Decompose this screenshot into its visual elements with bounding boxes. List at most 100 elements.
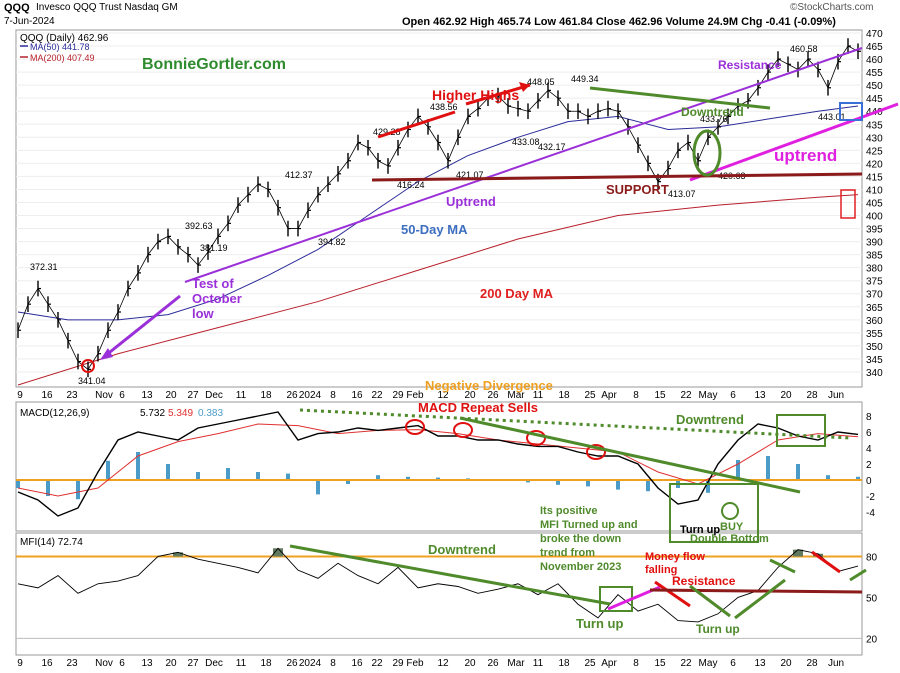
x-tick-label-mid: 2024	[299, 390, 322, 401]
price-tick-label: 395	[866, 225, 883, 236]
october-low-circle	[81, 359, 95, 373]
higher-highs-arrow-1	[377, 110, 456, 139]
money-flow-label: falling	[645, 564, 677, 576]
macd-histogram-bar	[226, 468, 230, 480]
price-data-label: 433.08	[512, 137, 540, 147]
chart-date: 7-Jun-2024	[4, 16, 55, 27]
uptrend-label: Uptrend	[446, 194, 496, 209]
test-october-label: Test of	[192, 276, 234, 291]
x-tick-label-mid: 13	[754, 390, 766, 401]
macd-tick-label: 4	[866, 444, 872, 455]
price-data-label: 392.63	[185, 221, 213, 231]
price-tick-label: 445	[866, 94, 883, 105]
x-tick-label-mid: 20	[464, 390, 476, 401]
macd-panel: -4 -2 0 2 4 6 8	[15, 401, 875, 532]
x-tick-label-bottom: Dec	[205, 658, 223, 669]
ma200-value-box	[840, 189, 856, 219]
macd-tick-label: -4	[866, 508, 875, 519]
x-tick-label-bottom: 20	[165, 658, 177, 669]
x-tick-label-bottom: Feb	[406, 658, 424, 669]
x-tick-label-mid: Mar	[507, 390, 525, 401]
x-tick-label-mid: Feb	[406, 390, 424, 401]
uptrend-channel-line	[184, 47, 863, 283]
legend-price: QQQ (Daily) 462.96	[20, 33, 109, 44]
x-tick-label-mid: 20	[165, 390, 177, 401]
macd-histogram-bar	[106, 460, 110, 480]
x-tick-label-mid: 25	[584, 390, 596, 401]
x-tick-label-bottom: 8	[633, 658, 639, 669]
macd-histogram-bar	[256, 472, 260, 480]
price-tick-label: 465	[866, 42, 883, 53]
macd-histogram-bar	[196, 472, 200, 480]
ma50-line	[17, 105, 859, 321]
x-tick-label-mid: 28	[806, 390, 818, 401]
x-tick-label-bottom: Nov	[95, 658, 113, 669]
price-tick-label: 365	[866, 303, 883, 314]
price-tick-label: 350	[866, 342, 883, 353]
x-tick-label-bottom: 15	[654, 658, 666, 669]
mfi-tick-label: 50	[866, 593, 878, 604]
x-tick-label-mid: Apr	[601, 390, 617, 401]
macd-histogram-bar	[586, 480, 590, 487]
price-data-label: 416.24	[397, 180, 425, 190]
x-tick-label-mid: Jun	[828, 390, 844, 401]
price-tick-label: 470	[866, 29, 883, 40]
legend-mfi: MFI(14) 72.74	[20, 537, 83, 548]
macd-downtrend-line	[459, 416, 801, 494]
x-tick-label-bottom: 20	[464, 658, 476, 669]
x-tick-label-bottom: 20	[780, 658, 792, 669]
price-data-label: 433.76	[700, 114, 728, 124]
test-october-label: October	[192, 291, 242, 306]
x-tick-label-mid: 26	[487, 390, 499, 401]
stockcharts-brand: ©StockCharts.com	[790, 2, 874, 13]
price-tick-label: 460	[866, 55, 883, 66]
price-tick-label: 345	[866, 355, 883, 366]
x-tick-label-mid: 11	[236, 390, 247, 401]
price-downtrend-line	[589, 86, 771, 110]
x-tick-label-bottom: May	[699, 658, 718, 669]
price-tick-label: 380	[866, 264, 883, 275]
macd-histogram-bar	[136, 452, 140, 480]
macd-histogram-bar	[616, 480, 620, 490]
x-tick-label-mid: 20	[780, 390, 792, 401]
x-tick-label-mid: 6	[730, 390, 736, 401]
macd-histogram-bar	[76, 480, 80, 500]
price-data-label: 460.58	[790, 44, 818, 54]
test-october-label: low	[192, 306, 215, 321]
x-tick-label-mid: Nov	[95, 390, 113, 401]
mfi-turn-up-label-2: Turn up	[696, 622, 740, 636]
mfi-tick-label: 20	[866, 634, 878, 645]
legend-macd-value: 5.732	[140, 408, 165, 419]
mfi-downtrend-label: Downtrend	[428, 542, 496, 557]
x-tick-label-bottom: Mar	[507, 658, 525, 669]
test-october-arrowhead	[100, 348, 113, 360]
macd-histogram-bar	[796, 464, 800, 480]
x-tick-label-bottom: 11	[533, 658, 544, 669]
price-tick-label: 390	[866, 238, 883, 249]
price-tick-label: 400	[866, 212, 883, 223]
price-panel: 340 345 350 355 360 365 370 375 380 385 390 395 400 4…	[15, 29, 883, 388]
price-data-label: 412.37	[285, 170, 313, 180]
x-tick-label-mid: 22	[680, 390, 692, 401]
x-tick-label-bottom: 13	[141, 658, 153, 669]
price-tick-label: 425	[866, 146, 883, 157]
mfi-axis-ticks: 20 50 80	[866, 552, 878, 645]
x-tick-label-mid: 9	[17, 390, 23, 401]
macd-axis-ticks: -4 -2 0 2 4 6 8	[866, 412, 875, 519]
price-tick-label: 435	[866, 120, 883, 131]
macd-histogram-bar	[766, 456, 770, 480]
x-tick-label-mid: 16	[41, 390, 53, 401]
macd-series-group	[16, 411, 862, 517]
price-data-label: 421.07	[456, 170, 484, 180]
price-bottom-circle	[692, 129, 722, 177]
price-tick-label: 415	[866, 172, 883, 183]
macd-turn-up-label: Turn up	[680, 524, 720, 536]
x-tick-label-bottom: Jun	[828, 658, 844, 669]
x-axis-bottom: 9 16 23 Nov 6 13 20 27 Dec 11 18 26 2024 8 16 22 29 Feb 12…	[17, 658, 844, 669]
price-tick-label: 410	[866, 185, 883, 196]
ma200-line	[17, 194, 859, 386]
mfi-turn-arrow	[849, 568, 867, 582]
x-tick-label-bottom: 29	[392, 658, 404, 669]
x-tick-label-bottom: 12	[437, 658, 449, 669]
